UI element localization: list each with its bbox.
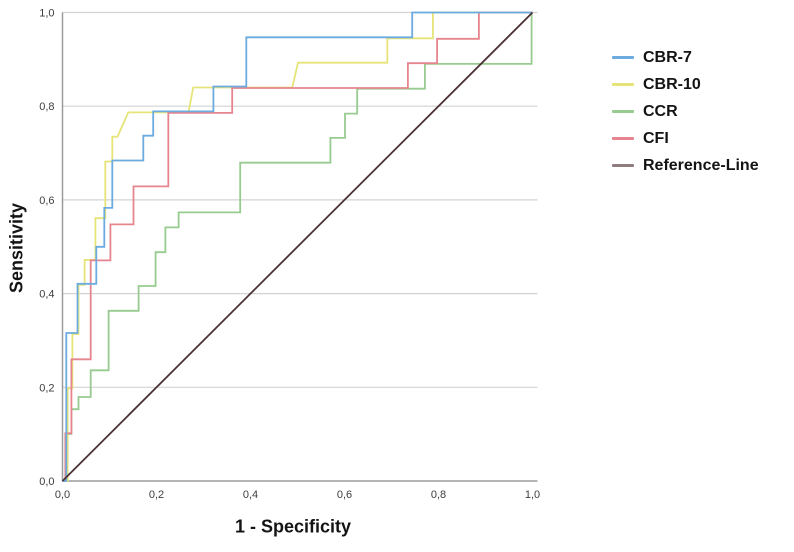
x-axis-title: 1 - Specificity <box>234 516 352 537</box>
roc-curve-Reference-Line <box>61 11 534 482</box>
y-tick-label-0,0: 0,0 <box>39 476 54 488</box>
legend-item-reference-line: Reference-Line <box>612 152 759 179</box>
plot-area: 0,0 0,2 0,4 0,6 0,8 1,0 0,0 0,2 0,4 0,6 0,8 1,0 <box>39 8 540 502</box>
y-axis-title: Sensitivity <box>6 202 27 294</box>
legend-label-cbr10: CBR-10 <box>643 75 701 93</box>
x-tick-label-0,6: 0,6 <box>337 489 352 501</box>
legend-swatch-cbr7 <box>612 56 634 59</box>
legend: CBR-7 CBR-10 CCR CFI Reference-Line <box>612 44 759 179</box>
legend-swatch-cfi <box>612 137 634 140</box>
legend-label-cbr7: CBR-7 <box>643 48 692 66</box>
x-tick-label-0,8: 0,8 <box>431 489 446 501</box>
y-tick-label-0,6: 0,6 <box>39 195 54 207</box>
y-tick-label-1,0: 1,0 <box>39 8 54 20</box>
x-tick-label-0,2: 0,2 <box>149 489 164 501</box>
legend-label-ccr: CCR <box>643 102 678 120</box>
legend-swatch-reference-line <box>612 164 634 167</box>
legend-item-cfi: CFI <box>612 125 759 152</box>
legend-label-cfi: CFI <box>643 129 669 147</box>
legend-label-reference-line: Reference-Line <box>643 156 759 174</box>
roc-curve-CBR-10 <box>62 11 533 482</box>
legend-item-cbr7: CBR-7 <box>612 44 759 71</box>
y-tick-label-0,4: 0,4 <box>39 289 54 301</box>
roc-curve-CCR <box>62 11 533 482</box>
legend-item-cbr10: CBR-10 <box>612 71 759 98</box>
legend-item-ccr: CCR <box>612 98 759 125</box>
x-tick-label-1,0: 1,0 <box>525 489 540 501</box>
legend-swatch-cbr10 <box>612 83 634 86</box>
legend-swatch-ccr <box>612 110 634 113</box>
x-tick-label-0,4: 0,4 <box>243 489 258 501</box>
x-tick-label-0,0: 0,0 <box>55 489 70 501</box>
roc-curve-CBR-7 <box>62 11 533 482</box>
y-tick-label-0,2: 0,2 <box>39 382 54 394</box>
roc-curve-CFI <box>62 11 533 482</box>
y-tick-label-0,8: 0,8 <box>39 101 54 113</box>
